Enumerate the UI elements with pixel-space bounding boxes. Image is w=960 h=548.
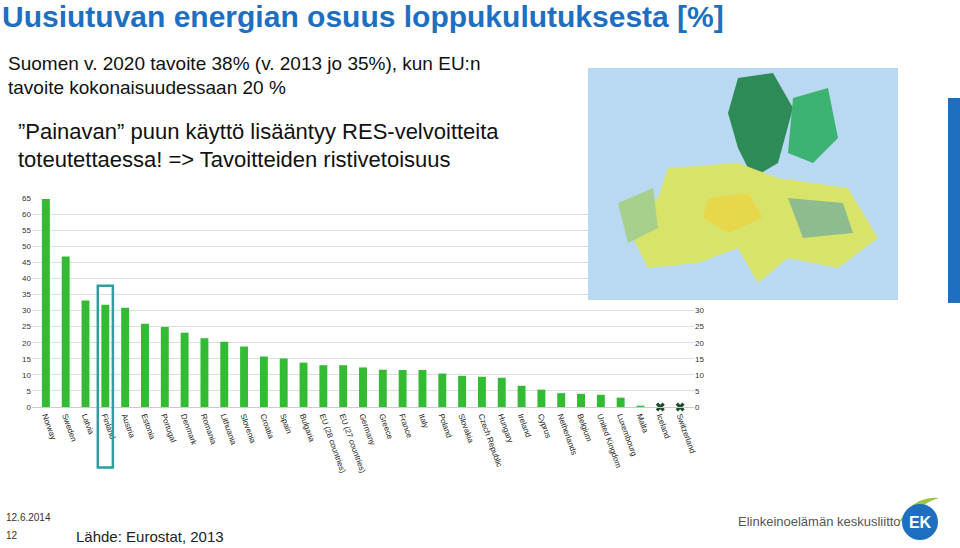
svg-text:Sweden: Sweden: [60, 413, 78, 443]
svg-text:30: 30: [22, 306, 31, 315]
svg-text:Portugal: Portugal: [159, 413, 178, 444]
svg-text:Slovenia: Slovenia: [238, 413, 257, 445]
svg-text:40: 40: [22, 274, 31, 283]
svg-text:25: 25: [695, 322, 704, 331]
svg-text:Latvia: Latvia: [80, 413, 96, 437]
svg-text:EU (28 countries): EU (28 countries): [318, 413, 348, 475]
svg-text:15: 15: [22, 355, 31, 364]
svg-text:20: 20: [22, 338, 31, 347]
svg-text:Denmark: Denmark: [179, 413, 199, 448]
svg-text:Switzerland: Switzerland: [674, 413, 697, 455]
svg-text:Cyprus: Cyprus: [536, 413, 553, 440]
svg-text:Belgium: Belgium: [575, 413, 593, 444]
svg-text:35: 35: [22, 290, 31, 299]
svg-text:30: 30: [695, 306, 704, 315]
svg-text:Romania: Romania: [199, 413, 219, 447]
svg-text:5: 5: [695, 387, 700, 396]
svg-text:France: France: [397, 413, 414, 440]
svg-text:Netherlands: Netherlands: [556, 413, 579, 457]
svg-text:10: 10: [22, 371, 31, 380]
svg-text:Slovakia: Slovakia: [456, 413, 475, 445]
html-text:”Painavan” puun käyttö lisäänt: ”Painavan” puun käyttö lisääntyy RES-vel…: [18, 119, 499, 144]
svg-text:Hungary: Hungary: [496, 413, 515, 445]
svg-text:Lithuania: Lithuania: [219, 413, 239, 447]
svg-text:Austria: Austria: [120, 413, 137, 440]
svg-text:55: 55: [22, 226, 31, 235]
html-text:Elinkeinoelämän keskusliitto: Elinkeinoelämän keskusliitto: [738, 514, 901, 529]
html-text:12: 12: [6, 530, 18, 541]
svg-text:Ireland: Ireland: [516, 413, 533, 439]
svg-text:20: 20: [695, 338, 704, 347]
svg-text:Estonia: Estonia: [139, 413, 157, 442]
svg-text:Iceland: Iceland: [655, 413, 672, 440]
svg-text:Norway: Norway: [40, 413, 58, 442]
svg-text:10: 10: [695, 371, 704, 380]
svg-text:65: 65: [22, 194, 31, 203]
svg-text:Malta: Malta: [635, 413, 650, 435]
svg-text:Greece: Greece: [377, 413, 395, 441]
svg-text:Germany: Germany: [357, 413, 377, 447]
svg-text:25: 25: [22, 322, 31, 331]
svg-text:15: 15: [695, 355, 704, 364]
svg-text:Bulgaria: Bulgaria: [298, 413, 317, 444]
svg-text:5: 5: [27, 387, 32, 396]
html-text:Uusiutuvan energian osuus lopp: Uusiutuvan energian osuus loppukulutukse…: [2, 0, 724, 33]
svg-text:0: 0: [27, 403, 32, 412]
html-text:tavoite kokonaisuudessaan 20 %: tavoite kokonaisuudessaan 20 %: [8, 77, 286, 98]
svg-text:United Kingdom: United Kingdom: [595, 413, 623, 470]
svg-text:Spain: Spain: [278, 413, 293, 435]
svg-text:Luxembourg: Luxembourg: [615, 413, 639, 458]
svg-text:Croatia: Croatia: [258, 413, 275, 441]
svg-text:Italy: Italy: [417, 413, 430, 430]
html-text:Suomen v. 2020 tavoite 38% (v.: Suomen v. 2020 tavoite 38% (v. 2013 jo 3…: [8, 53, 481, 74]
svg-text:Czech Republic: Czech Republic: [476, 413, 504, 469]
svg-text:60: 60: [22, 210, 31, 219]
svg-text:50: 50: [22, 242, 31, 251]
svg-text:EK: EK: [909, 514, 932, 531]
html-text:Lähde: Eurostat, 2013: Lähde: Eurostat, 2013: [76, 528, 224, 545]
svg-text:Finland: Finland: [100, 413, 117, 441]
svg-text:0: 0: [695, 403, 700, 412]
svg-text:Poland: Poland: [437, 413, 454, 439]
svg-text:45: 45: [22, 258, 31, 267]
html-text:toteutettaessa! => Tavoitteide: toteutettaessa! => Tavoitteiden ristivet…: [18, 147, 451, 172]
html-text:12.6.2014: 12.6.2014: [6, 512, 51, 523]
svg-text:EU (27 countries): EU (27 countries): [338, 413, 368, 475]
